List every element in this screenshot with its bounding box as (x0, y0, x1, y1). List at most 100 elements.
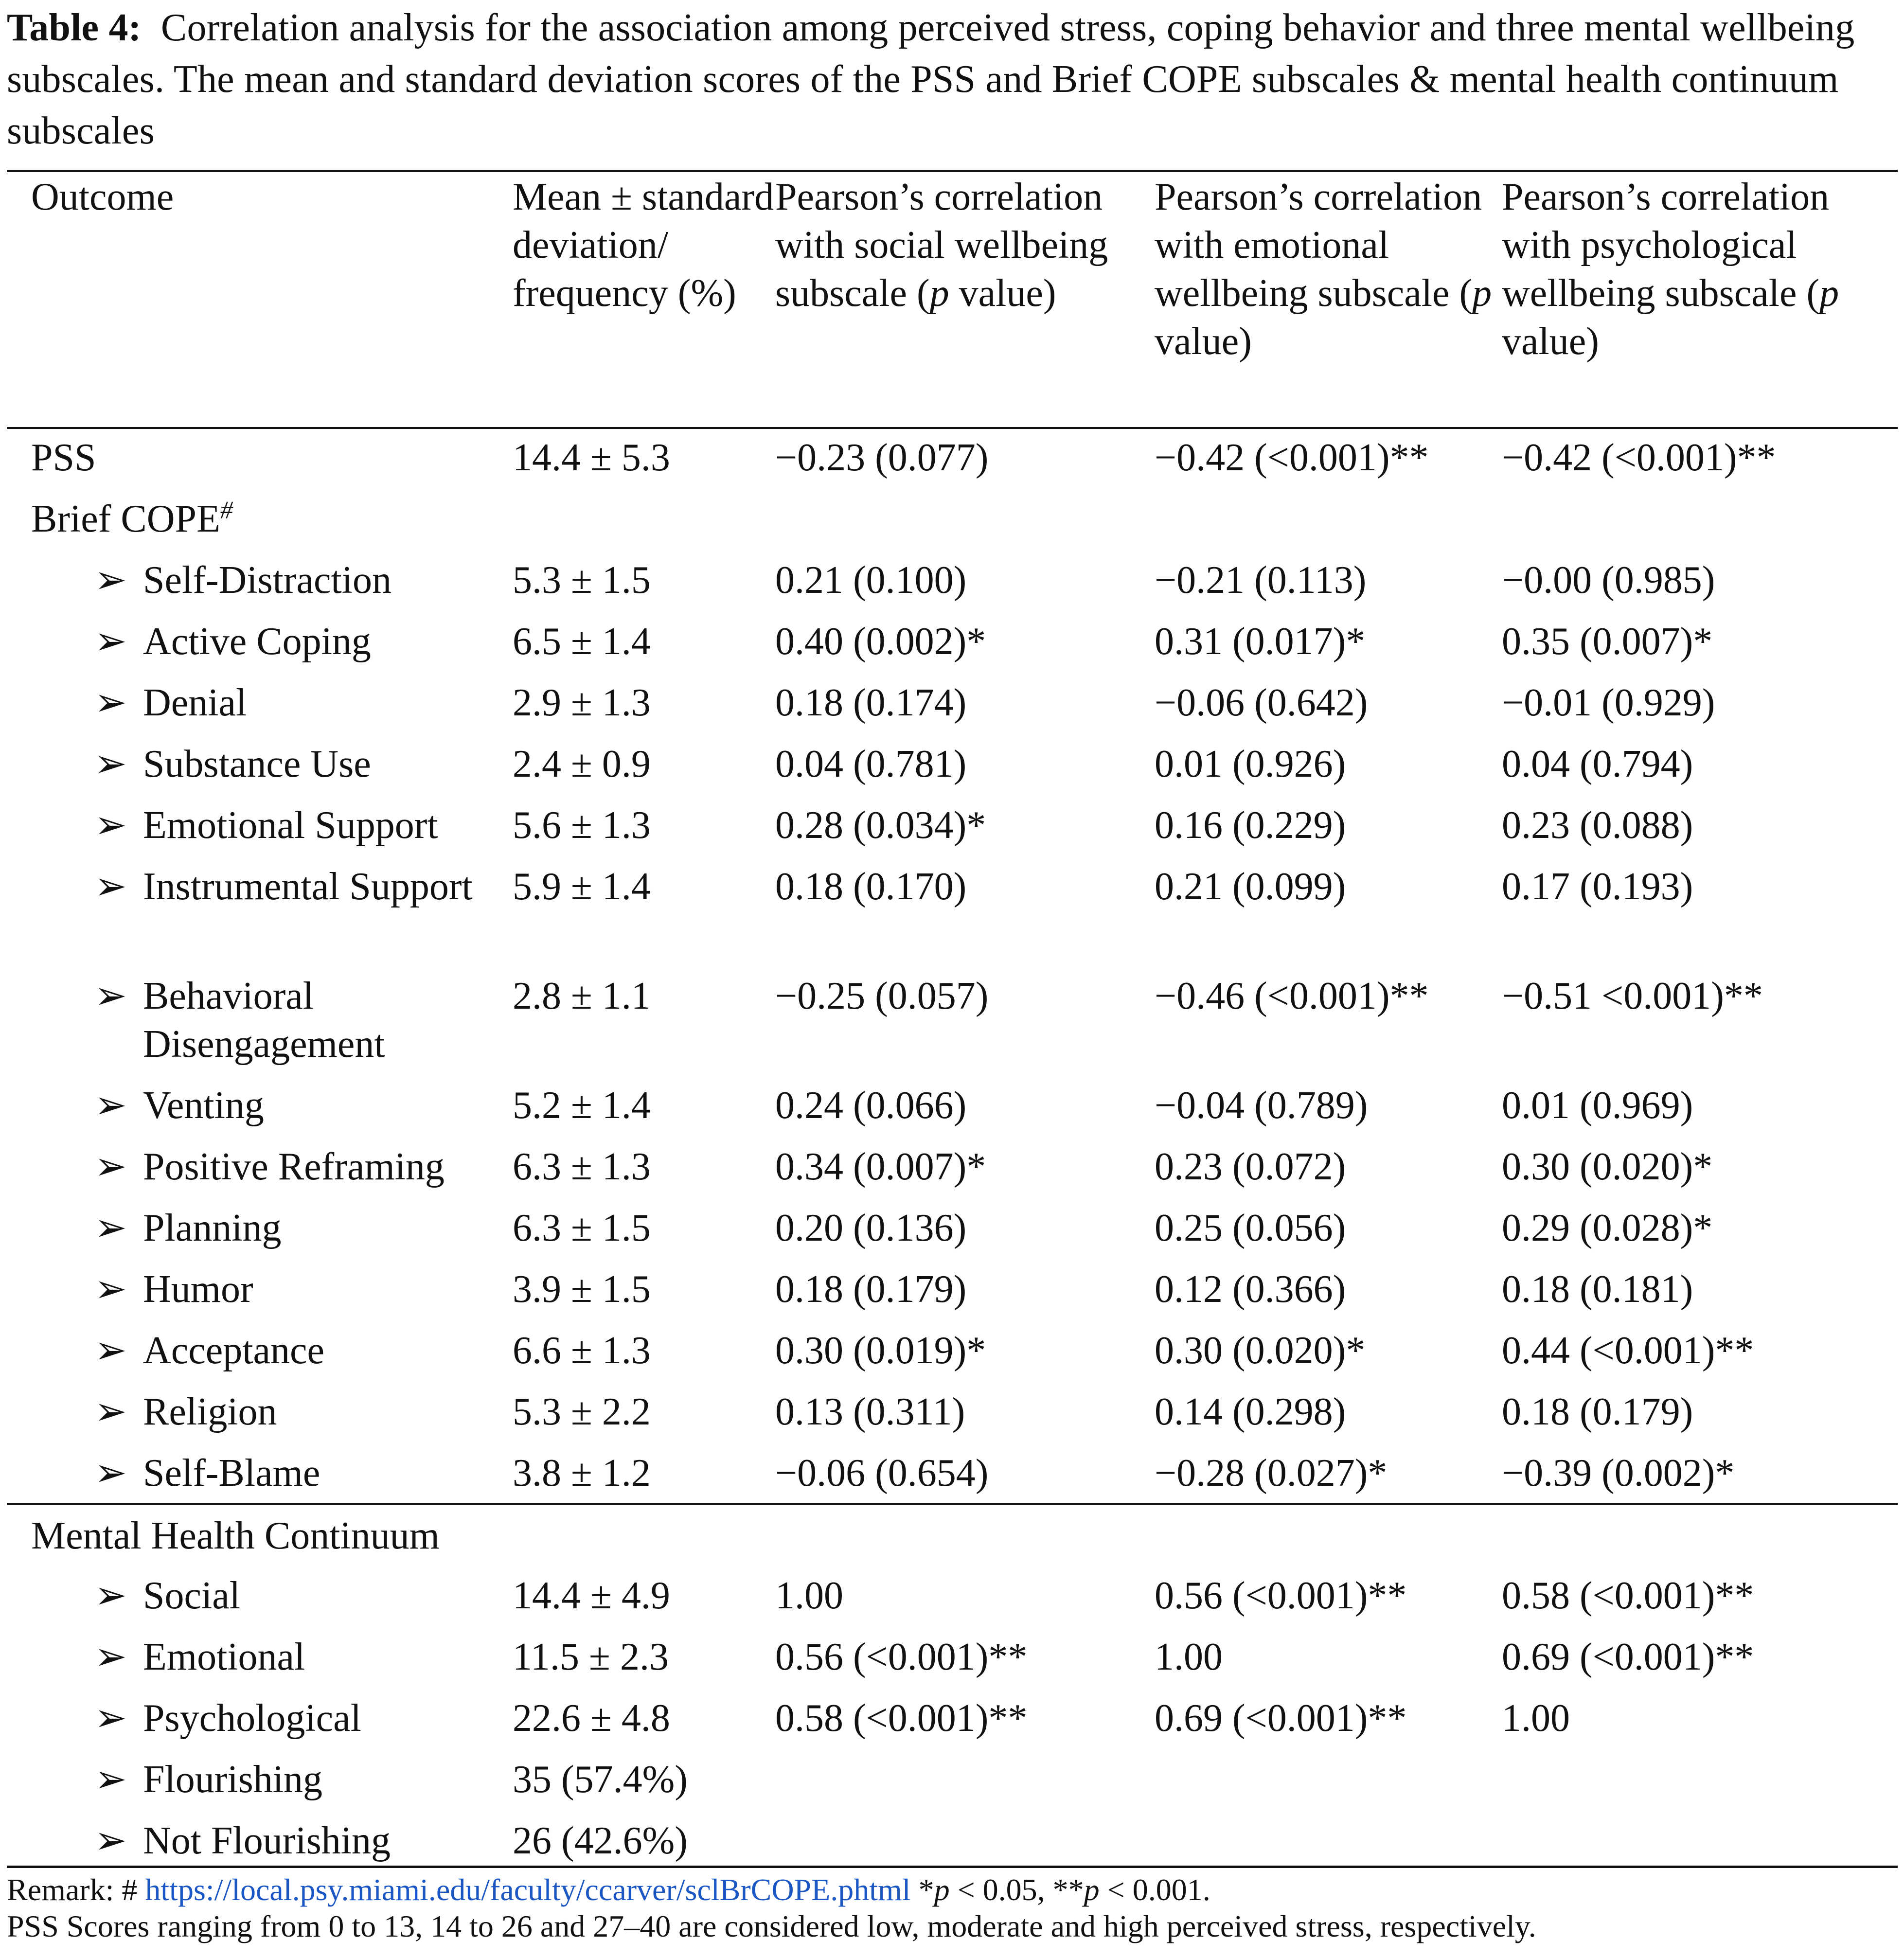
cell-emotional: 0.56 (<0.001)** (1155, 1574, 1407, 1617)
table-row: ➢ Flourishing 35 (57.4%) (7, 1749, 1898, 1810)
cell-mean: 14.4 ± 4.9 (513, 1574, 670, 1617)
cell-social: 0.34 (0.007)* (775, 1145, 986, 1188)
cell-psychological: −0.42 (<0.001)** (1502, 436, 1776, 479)
cell-mean: 5.3 ± 1.5 (513, 559, 651, 602)
cell-emotional: 0.21 (0.099) (1155, 865, 1346, 908)
row-label: ➢ Emotional (7, 1626, 513, 1688)
cell-mean: 6.6 ± 1.3 (513, 1329, 651, 1372)
cell-psychological: −0.39 (0.002)* (1502, 1452, 1735, 1495)
cell-social: −0.23 (0.077) (775, 436, 989, 479)
table-header: Outcome Mean ± standard deviation/ frequ… (7, 173, 1898, 427)
row-label: ➢ Not Flourishing (7, 1810, 513, 1871)
cell-psychological: 0.69 (<0.001)** (1502, 1636, 1754, 1678)
cell-psychological: 0.18 (0.181) (1502, 1268, 1693, 1311)
bullet-arrow-icon: ➢ (94, 1819, 127, 1862)
cope-link[interactable]: https://local.psy.miami.edu/faculty/ccar… (145, 1872, 911, 1907)
cell-social: 0.21 (0.100) (775, 559, 967, 602)
row-label-text: Social (143, 1574, 240, 1617)
bullet-arrow-icon: ➢ (94, 1636, 127, 1678)
row-label-text: Acceptance (143, 1329, 325, 1372)
cell-social: 0.18 (0.170) (775, 865, 967, 908)
cell-emotional: 0.30 (0.020)* (1155, 1329, 1366, 1372)
bullet-arrow-icon: ➢ (94, 1574, 127, 1617)
cell-psychological: 1.00 (1502, 1697, 1570, 1740)
cell-mean: 6.3 ± 1.5 (513, 1207, 651, 1249)
table-row: ➢ Self-Blame 3.8 ± 1.2 −0.06 (0.654) −0.28 (… (7, 1442, 1898, 1504)
cell-mean: 6.3 ± 1.3 (513, 1145, 651, 1188)
cell-mean: 5.9 ± 1.4 (513, 865, 651, 908)
bullet-arrow-icon: ➢ (94, 1452, 127, 1495)
cell-social: 0.24 (0.066) (775, 1084, 967, 1127)
cell-emotional (1155, 1810, 1502, 1871)
table-body: PSS 14.4 ± 5.3 −0.23 (0.077) −0.42 (<0.0… (7, 427, 1898, 1871)
remark-line-2: PSS Scores ranging from 0 to 13, 14 to 2… (7, 1909, 1536, 1943)
row-label-text: Positive Reframing (143, 1145, 445, 1188)
cell-social: 0.13 (0.311) (775, 1390, 965, 1433)
cell-social (775, 1810, 1155, 1871)
cell-emotional: 1.00 (1155, 1636, 1223, 1678)
table-row: ➢ Humor 3.9 ± 1.5 0.18 (0.179) 0.12 (0.366) 0… (7, 1259, 1898, 1320)
row-label-text: Psychological (143, 1697, 361, 1740)
header-mean: Mean ± standard deviation/ frequency (%) (513, 176, 774, 315)
cell-emotional: −0.06 (0.642) (1155, 681, 1368, 724)
bullet-arrow-icon: ➢ (94, 804, 127, 847)
row-label-text: Not Flourishing (143, 1819, 391, 1862)
correlation-table: Outcome Mean ± standard deviation/ frequ… (7, 173, 1898, 1871)
bullet-arrow-icon: ➢ (94, 559, 127, 602)
cell-social: −0.25 (0.057) (775, 975, 989, 1017)
row-label: ➢ Denial (7, 672, 513, 733)
cell-psychological: 0.58 (<0.001)** (1502, 1574, 1754, 1617)
cell-psychological: 0.17 (0.193) (1502, 865, 1693, 908)
header-social: Pearson’s correlation with social wellbe… (775, 176, 1108, 315)
row-label: PSS (31, 436, 96, 479)
row-label: ➢ Active Coping (7, 611, 513, 672)
cell-psychological: 0.04 (0.794) (1502, 743, 1693, 785)
cell-psychological (1502, 1810, 1898, 1871)
table-row: ➢ Emotional 11.5 ± 2.3 0.56 (<0.001)** 1.00 0… (7, 1626, 1898, 1688)
cell-emotional: −0.28 (0.027)* (1155, 1452, 1388, 1495)
cell-psychological: 0.29 (0.028)* (1502, 1207, 1713, 1249)
row-label-text: Venting (143, 1084, 264, 1127)
significance-note: *p < 0.05, **p < 0.001. (910, 1872, 1210, 1907)
row-label: ➢ Self-Distraction (7, 550, 513, 611)
table-row: ➢ Social 14.4 ± 4.9 1.00 0.56 (<0.001)** 0.58… (7, 1565, 1898, 1626)
cell-mean: 3.9 ± 1.5 (513, 1268, 651, 1311)
cell-psychological: 0.30 (0.020)* (1502, 1145, 1713, 1188)
cell-emotional: 0.69 (<0.001)** (1155, 1697, 1407, 1740)
cell-psychological: −0.00 (0.985) (1502, 559, 1715, 602)
cell-emotional: 0.25 (0.056) (1155, 1207, 1346, 1249)
cell-mean: 3.8 ± 1.2 (513, 1452, 651, 1495)
table-label: Table 4: (7, 6, 142, 49)
bullet-arrow-icon: ➢ (94, 865, 127, 908)
cell-mean: 2.9 ± 1.3 (513, 681, 651, 724)
cell-emotional: −0.21 (0.113) (1155, 559, 1367, 602)
cell-emotional: −0.04 (0.789) (1155, 1084, 1368, 1127)
cell-social: 0.18 (0.174) (775, 681, 967, 724)
cell-social: 0.28 (0.034)* (775, 804, 986, 847)
bullet-arrow-icon: ➢ (94, 1697, 127, 1740)
footnote-mark: # (220, 496, 233, 524)
cell-social: 1.00 (775, 1574, 843, 1617)
cell-social (775, 1749, 1155, 1810)
row-label: ➢ Psychological (7, 1688, 513, 1749)
bottom-rule (7, 1866, 1898, 1868)
bullet-arrow-icon: ➢ (94, 620, 127, 663)
row-label: ➢ Religion (7, 1381, 513, 1442)
cell-psychological: 0.23 (0.088) (1502, 804, 1693, 847)
cell-mean: 5.6 ± 1.3 (513, 804, 651, 847)
cell-emotional: 0.31 (0.017)* (1155, 620, 1366, 663)
cell-psychological: 0.44 (<0.001)** (1502, 1329, 1754, 1372)
row-label: ➢ Venting (7, 1075, 513, 1136)
cell-social: 0.58 (<0.001)** (775, 1697, 1028, 1740)
table-row: ➢ Denial 2.9 ± 1.3 0.18 (0.174) −0.06 (0.642… (7, 672, 1898, 733)
cell-mean: 5.3 ± 2.2 (513, 1390, 651, 1433)
top-rule (7, 170, 1898, 172)
bullet-arrow-icon: ➢ (94, 1084, 127, 1127)
table-row: ➢ Venting 5.2 ± 1.4 0.24 (0.066) −0.04 (0.78… (7, 1075, 1898, 1136)
cell-psychological: 0.01 (0.969) (1502, 1084, 1693, 1127)
header-emotional: Pearson’s correlation with emotional wel… (1155, 176, 1492, 363)
table-caption: Table 4: Correlation analysis for the as… (7, 2, 1899, 157)
section-header-mental-health-continuum: Mental Health Continuum (7, 1502, 1898, 1565)
bullet-arrow-icon: ➢ (94, 681, 127, 724)
row-label-text: Emotional Support (143, 804, 438, 847)
